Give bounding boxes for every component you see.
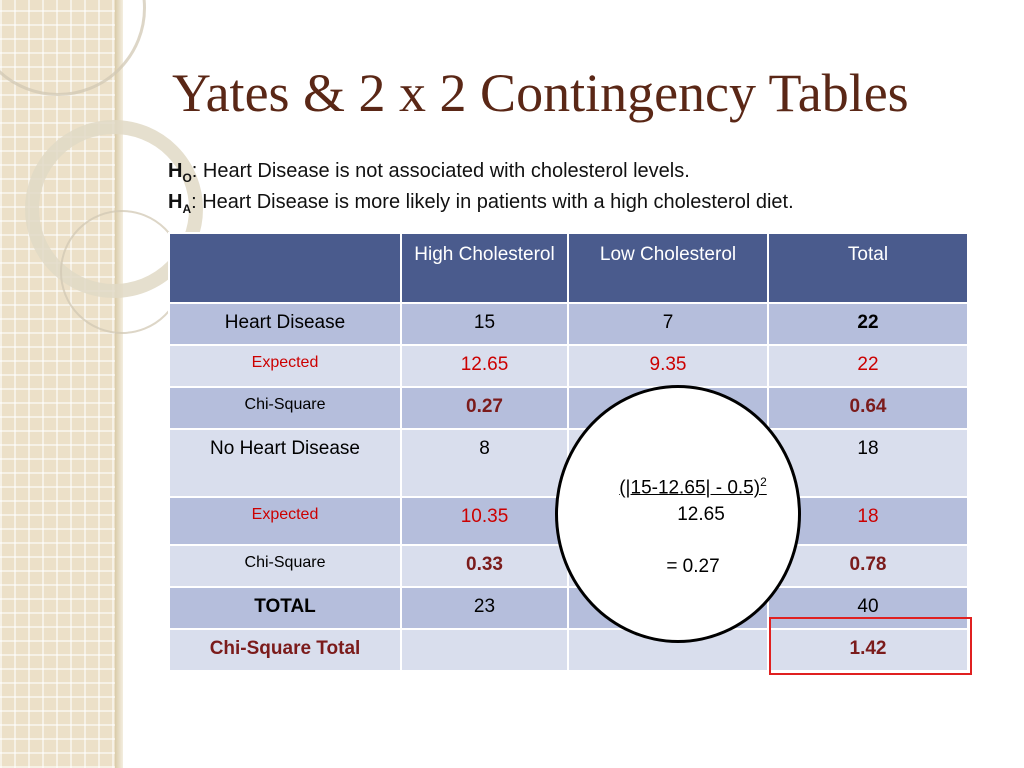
table-cell: 9.35	[567, 344, 769, 388]
table-row: Heart Disease 15 7 22	[168, 302, 969, 346]
header-cell-high-cholesterol: High Cholesterol	[400, 232, 569, 304]
table-cell: 22	[767, 302, 969, 346]
table-header-row: High Cholesterol Low Cholesterol Total	[168, 232, 969, 304]
table-cell: 10.35	[400, 496, 569, 546]
slide-title: Yates & 2 x 2 Contingency Tables	[172, 63, 909, 123]
table-cell: 0.27	[400, 386, 569, 430]
table-cell	[400, 628, 569, 672]
null-hypothesis: HO: Heart Disease is not associated with…	[168, 160, 690, 185]
hypothesis-text: : Heart Disease is not associated with c…	[191, 160, 690, 182]
chi-square-total-highlight-box	[769, 617, 972, 675]
formula-numerator: (|15-12.65| - 0.5)2	[598, 475, 788, 499]
table-cell: 0.64	[767, 386, 969, 430]
formula-exponent: 2	[760, 475, 767, 489]
row-label: Chi-Square	[168, 544, 402, 588]
table-cell: 7	[567, 302, 769, 346]
row-label: TOTAL	[168, 586, 402, 630]
alternative-hypothesis: HA: Heart Disease is more likely in pati…	[168, 191, 794, 216]
header-cell-total: Total	[767, 232, 969, 304]
hypothesis-subscript: A	[182, 202, 192, 216]
table-cell: 0.78	[767, 544, 969, 588]
table-cell	[567, 628, 769, 672]
header-cell-low-cholesterol: Low Cholesterol	[567, 232, 769, 304]
table-cell: 18	[767, 428, 969, 498]
hypothesis-letter: H	[168, 191, 183, 213]
formula-result: = 0.27	[666, 556, 720, 577]
table-row: Chi-Square 0.27 0.64	[168, 386, 969, 430]
formula-numerator-text: (|15-12.65| - 0.5)	[619, 477, 761, 499]
table-cell: 0.33	[400, 544, 569, 588]
table-cell: 15	[400, 302, 569, 346]
row-label: Expected	[168, 344, 402, 388]
contingency-table: High Cholesterol Low Cholesterol Total H…	[168, 232, 969, 672]
decorative-ring	[0, 0, 146, 96]
decorative-ring	[60, 210, 184, 334]
table-row: Expected 12.65 9.35 22	[168, 344, 969, 388]
table-cell: 22	[767, 344, 969, 388]
row-label: Chi-Square Total	[168, 628, 402, 672]
decorative-side-strip	[0, 0, 115, 768]
hypothesis-text: : Heart Disease is more likely in patien…	[191, 191, 794, 213]
formula-callout-circle: (|15-12.65| - 0.5)2 12.65 = 0.27	[555, 385, 801, 643]
hypothesis-subscript: O	[182, 171, 192, 185]
row-label: Expected	[168, 496, 402, 546]
header-cell-empty	[168, 232, 402, 304]
table-cell: 8	[400, 428, 569, 498]
decorative-strip-edge	[115, 0, 123, 768]
row-label: Chi-Square	[168, 386, 402, 430]
table-cell: 40	[767, 586, 969, 630]
table-cell: 12.65	[400, 344, 569, 388]
table-cell: 23	[400, 586, 569, 630]
row-label: Heart Disease	[168, 302, 402, 346]
formula-denominator: 12.65	[677, 504, 725, 525]
row-label: No Heart Disease	[168, 428, 402, 498]
hypothesis-letter: H	[168, 160, 183, 182]
